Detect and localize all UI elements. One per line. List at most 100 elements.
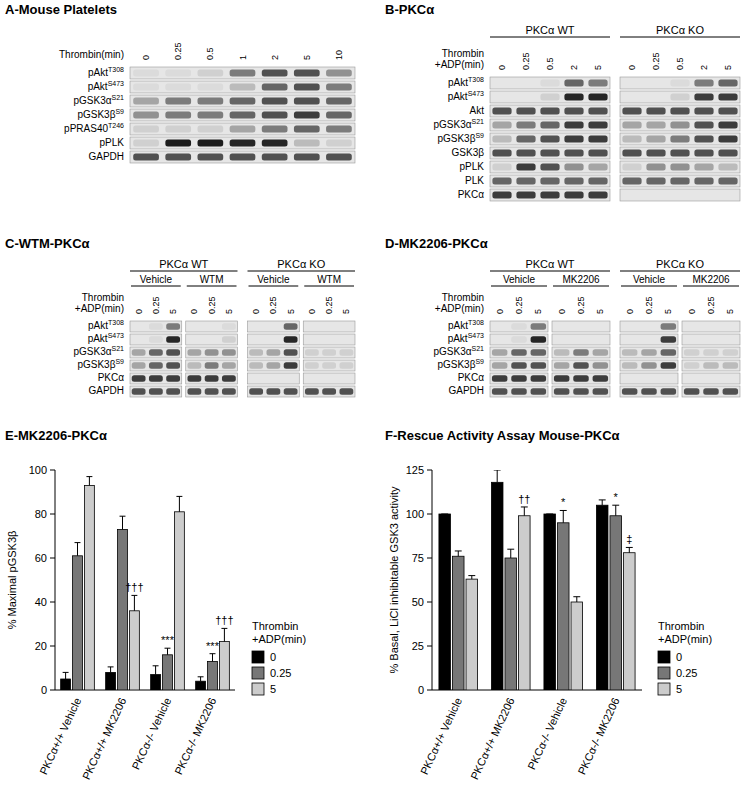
blot-strip (620, 373, 678, 384)
row-label-sup: S473 (468, 90, 484, 97)
lane-header-line: Thrombin (82, 292, 124, 303)
group-label: PKCα KO (277, 258, 325, 270)
group-rule (248, 271, 356, 272)
group-label: PKCα WT (159, 258, 208, 270)
band (492, 136, 511, 143)
blot-strip (303, 347, 355, 358)
band (222, 349, 236, 356)
band (564, 164, 583, 171)
row-label: pAktT308 (88, 66, 124, 78)
band (339, 362, 353, 369)
y-tick-label: 75 (412, 552, 424, 564)
category-label: PKCα-/- MK2206 (575, 696, 621, 777)
band (492, 388, 507, 395)
band (149, 349, 163, 356)
bar (219, 642, 229, 690)
band (588, 122, 607, 129)
band (132, 349, 146, 356)
lane-label: 5 (341, 309, 351, 314)
row-label: pAktS473 (88, 80, 124, 92)
band (222, 362, 236, 369)
band (205, 323, 219, 330)
band (540, 178, 559, 185)
error-bar (86, 477, 92, 486)
band (540, 164, 559, 171)
blot-strip (130, 386, 182, 397)
band (593, 362, 608, 369)
band (564, 122, 583, 129)
row-label: pPRAS40T246 (64, 122, 124, 134)
lane-label: 5 (168, 309, 178, 314)
lane-label: 0.5 (675, 57, 685, 70)
band (718, 178, 737, 185)
blot-strip (490, 321, 548, 332)
blot-strip (620, 189, 740, 201)
blot-strip (682, 386, 740, 397)
error-bar (573, 597, 580, 602)
band (262, 98, 288, 105)
blot-strip (490, 373, 548, 384)
band (266, 349, 280, 356)
blot-strip (248, 373, 300, 384)
error-bar (560, 510, 567, 522)
blot-strip (186, 347, 238, 358)
row-label-sup: T308 (108, 319, 124, 326)
blot-strip (620, 175, 740, 187)
row-label-text: pAkt (448, 333, 468, 344)
band (723, 375, 738, 382)
error-bar (441, 514, 448, 515)
band (222, 388, 236, 395)
lane-label: 2 (270, 55, 280, 60)
y-tick-label: 100 (29, 464, 47, 476)
legend-title-line: +ADP(min) (658, 633, 712, 645)
band (492, 178, 511, 185)
legend-label: 0.25 (270, 667, 291, 679)
row-label-text: pGSK3α (434, 119, 472, 130)
y-tick (50, 646, 55, 647)
band (249, 336, 263, 343)
band (588, 164, 607, 171)
band (133, 126, 159, 133)
blot-strip (620, 321, 678, 332)
group-label: PKCα WT (525, 24, 574, 36)
band (694, 136, 713, 143)
row-label-sup: S473 (108, 80, 124, 87)
band (646, 136, 665, 143)
blot-strip (248, 360, 300, 371)
band (166, 336, 180, 343)
band (554, 388, 569, 395)
band (573, 349, 588, 356)
legend-swatch (252, 683, 264, 695)
blot-strip (620, 77, 740, 89)
band (249, 323, 263, 330)
y-tick (427, 602, 432, 603)
band (492, 122, 511, 129)
band (588, 178, 607, 185)
band (684, 362, 699, 369)
row-label-sup: S9 (475, 358, 484, 365)
band (573, 323, 588, 330)
row-label-text: pPRAS40 (64, 123, 108, 134)
band (262, 140, 288, 147)
blot-strip (682, 360, 740, 371)
band (516, 94, 535, 101)
band (622, 323, 637, 330)
blot-strip (186, 321, 238, 332)
blot-strip (303, 321, 355, 332)
subgroup-rule (187, 286, 237, 287)
error-bar (108, 667, 114, 673)
row-label: Akt (470, 105, 485, 116)
lane-label: 2 (699, 65, 709, 70)
row-label: pPLK (100, 137, 125, 148)
blot-panel: C-WTM-PKCαVehicleWTMPKCα WTVehicleWTMPKC… (5, 236, 355, 397)
band (165, 98, 191, 105)
band (622, 375, 637, 382)
band (703, 336, 718, 343)
group-rule (490, 37, 610, 38)
y-axis (432, 470, 433, 690)
band (305, 323, 319, 330)
subgroup-label: Vehicle (257, 274, 290, 285)
band (249, 388, 263, 395)
blot-strip (130, 123, 355, 135)
lane-label: 0 (251, 309, 261, 314)
